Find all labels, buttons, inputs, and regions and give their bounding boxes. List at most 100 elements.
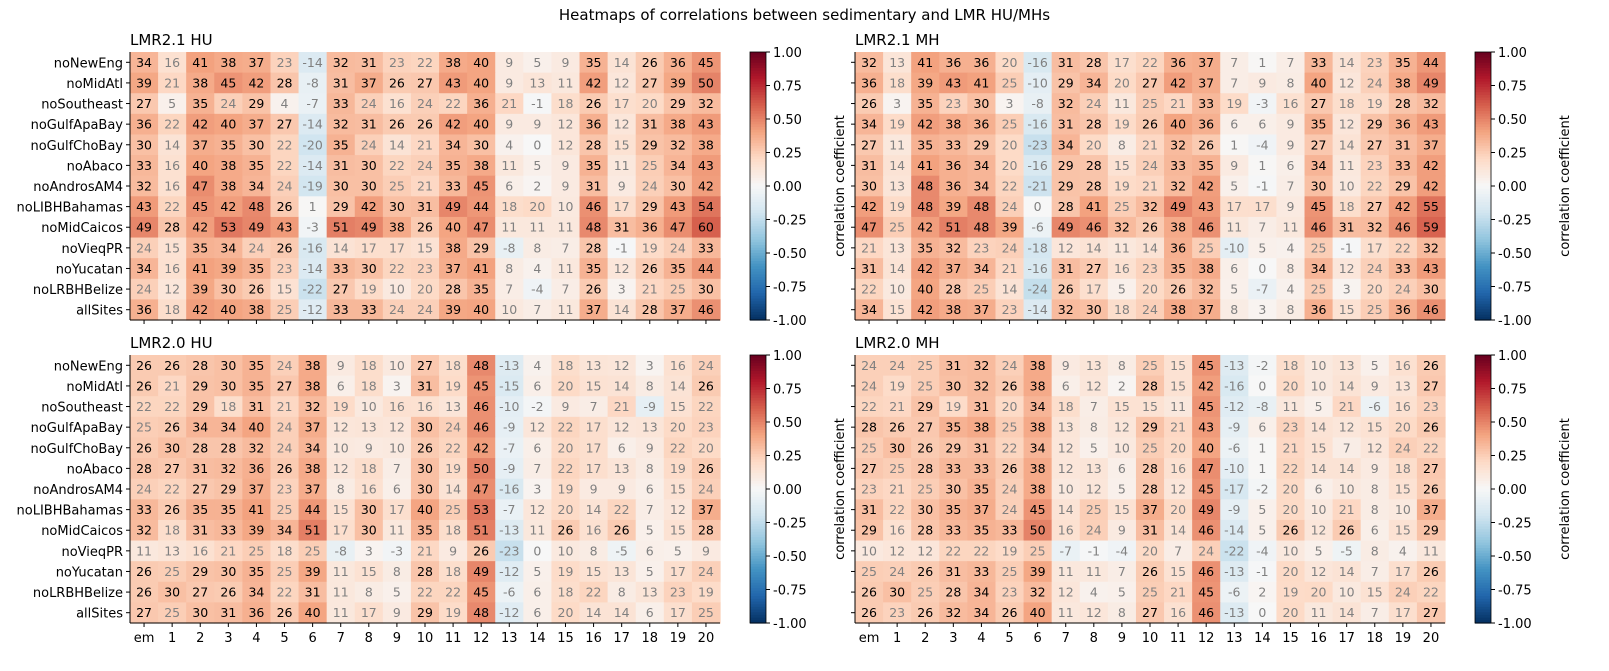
heatmap-cell	[1360, 155, 1390, 177]
heatmap-cell	[495, 519, 524, 542]
heatmap-cell	[523, 416, 553, 439]
heatmap-cell	[298, 196, 328, 218]
cell-value-label: 7	[1090, 399, 1098, 414]
heatmap-cell	[883, 72, 912, 94]
heatmap-cell	[1135, 196, 1165, 218]
cell-value-label: 29	[1058, 75, 1074, 90]
heatmap-cell	[1051, 113, 1081, 136]
heatmap-cell	[1416, 72, 1446, 94]
heatmap-cell	[354, 196, 384, 218]
cell-value-label: 25	[1142, 585, 1158, 600]
heatmap-cell	[1051, 52, 1081, 74]
cell-value-label: 14	[1339, 378, 1355, 393]
cell-value-label: 33	[973, 564, 989, 579]
heatmap-cell	[995, 52, 1025, 74]
colorbar-segment	[1475, 119, 1491, 123]
cell-value-label: 45	[220, 75, 236, 90]
heatmap-cell	[579, 196, 609, 218]
cell-value-label: 24	[136, 240, 152, 255]
cell-value-label: 26	[1423, 564, 1439, 579]
cell-value-label: 27	[1086, 261, 1102, 276]
cell-value-label: -9	[503, 461, 516, 476]
colorbar-segment	[1475, 301, 1491, 305]
cell-value-label: 22	[1395, 240, 1411, 255]
heatmap-cell	[439, 196, 468, 218]
heatmap-cell	[663, 196, 693, 218]
heatmap-cell	[663, 375, 693, 397]
cell-value-label: 26	[1339, 523, 1355, 538]
heatmap-cell	[1023, 299, 1053, 321]
heatmap-cell	[1079, 52, 1109, 74]
cell-value-label: 15	[1142, 399, 1158, 414]
cell-value-label: 34	[445, 137, 461, 152]
heatmap-cell	[1304, 155, 1334, 177]
heatmap-cell	[439, 355, 468, 377]
heatmap-cell	[270, 416, 300, 439]
x-tick-label: 7	[1062, 631, 1070, 646]
colorbar-segment	[1475, 78, 1491, 83]
heatmap-cell	[130, 52, 159, 74]
heatmap-cell	[298, 458, 328, 480]
heatmap-cell	[186, 93, 215, 115]
heatmap-cell	[579, 93, 609, 115]
heatmap-cell	[663, 216, 693, 239]
cell-value-label: 34	[1086, 75, 1102, 90]
heatmap-cell	[663, 175, 693, 197]
cell-value-label: 46	[1086, 220, 1102, 235]
cell-value-label: 12	[1058, 240, 1074, 255]
cell-value-label: 15	[1170, 564, 1186, 579]
cell-value-label: 30	[417, 482, 433, 497]
colorbar-segment	[1475, 60, 1491, 64]
heatmap-cell	[967, 52, 997, 74]
colorbar-tick-label: 0.50	[773, 113, 802, 128]
cell-value-label: 19	[670, 461, 686, 476]
cell-value-label: 32	[973, 378, 989, 393]
cell-value-label: 40	[417, 502, 433, 517]
figure-suptitle: Heatmaps of correlations between sedimen…	[558, 6, 1051, 24]
colorbar-segment	[1475, 73, 1491, 77]
heatmap-cell	[410, 416, 440, 439]
heatmap-cell	[214, 52, 243, 74]
heatmap-cell	[158, 278, 187, 300]
heatmap-cell	[439, 299, 468, 321]
cell-value-label: 37	[586, 302, 602, 317]
colorbar-segment	[750, 303, 766, 308]
colorbar-segment	[750, 54, 766, 58]
cell-value-label: 31	[1058, 55, 1074, 70]
heatmap-cell	[579, 278, 609, 300]
cell-value-label: 17	[586, 461, 602, 476]
colorbar-segment	[750, 188, 766, 192]
heatmap-cell	[607, 93, 637, 115]
cell-value-label: 12	[333, 420, 349, 435]
cell-value-label: 8	[337, 482, 345, 497]
heatmap-cell	[439, 258, 468, 280]
cell-value-label: 8	[646, 378, 654, 393]
cell-value-label: 20	[417, 282, 433, 297]
heatmap-cell	[186, 237, 215, 259]
cell-value-label: 24	[698, 482, 714, 497]
heatmap-cell	[1388, 113, 1418, 136]
cell-value-label: 24	[1395, 440, 1411, 455]
cell-value-label: 45	[473, 179, 489, 194]
cell-value-label: 22	[614, 502, 630, 517]
cell-value-label: 22	[1002, 179, 1018, 194]
cell-value-label: 26	[1002, 461, 1018, 476]
panel-title: LMR2.0 HU	[130, 334, 213, 352]
colorbar-segment	[1475, 156, 1491, 160]
heatmap-cell	[551, 299, 581, 321]
cell-value-label: 39	[192, 282, 208, 297]
cell-value-label: 21	[1339, 502, 1355, 517]
cell-value-label: 38	[248, 302, 264, 317]
heatmap-cell	[242, 458, 272, 480]
cell-value-label: 49	[1198, 502, 1214, 517]
heatmap-cell	[326, 155, 356, 177]
heatmap-cell	[495, 175, 524, 197]
colorbar-segment	[1475, 102, 1491, 107]
heatmap-cell	[1220, 216, 1249, 239]
cell-value-label: 45	[698, 55, 714, 70]
heatmap-cell	[911, 93, 940, 115]
heatmap-cell	[1023, 175, 1053, 197]
cell-value-label: 5	[1258, 240, 1266, 255]
cell-value-label: 14	[1339, 605, 1355, 620]
heatmap-cell	[579, 499, 609, 521]
